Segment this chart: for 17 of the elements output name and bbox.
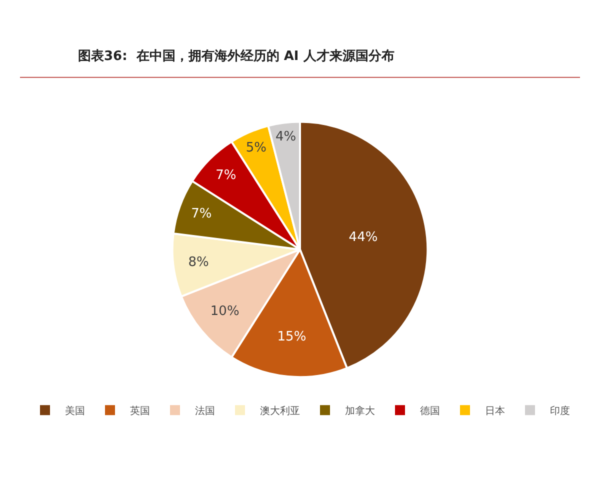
data-label: 44% <box>348 230 378 245</box>
legend-label: 加拿大 <box>345 405 375 417</box>
chart-title: 图表36: 在中国，拥有海外经历的 AI 人才来源国分布 <box>78 49 394 64</box>
data-label: 5% <box>246 140 266 156</box>
legend-label: 澳大利亚 <box>260 405 300 417</box>
data-label: 8% <box>188 254 209 270</box>
data-label: 7% <box>216 168 236 183</box>
legend-label: 美国 <box>65 405 85 417</box>
data-label: 4% <box>275 129 296 144</box>
data-label: 10% <box>210 304 240 320</box>
data-label: 15% <box>277 329 306 344</box>
legend-label: 印度 <box>550 405 570 417</box>
data-label: 7% <box>191 206 212 222</box>
legend-label: 法国 <box>195 405 215 417</box>
legend-label: 德国 <box>420 406 440 417</box>
legend-label: 英国 <box>130 405 150 417</box>
legend-label: 日本 <box>485 405 505 417</box>
